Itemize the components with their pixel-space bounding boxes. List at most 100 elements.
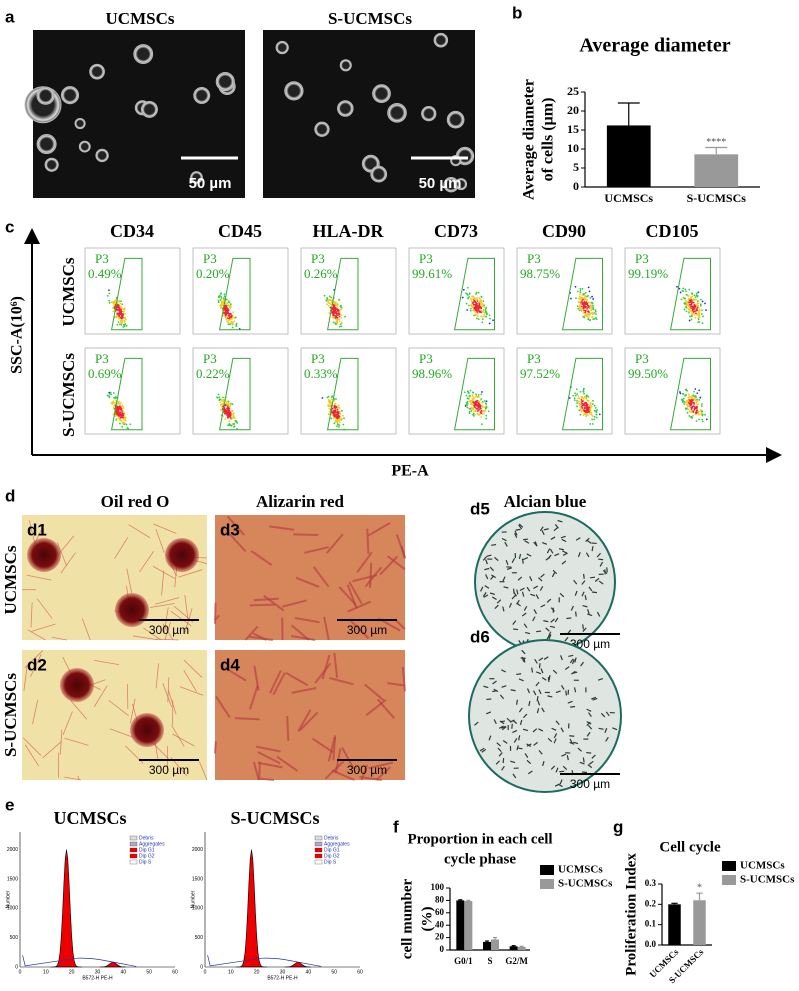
texture: [30, 654, 42, 677]
event-dot: [581, 396, 584, 399]
event-dot: [327, 305, 330, 307]
event-dot: [590, 301, 593, 304]
event-dot: [682, 401, 684, 404]
texture: [474, 721, 479, 726]
event-dot: [701, 413, 704, 416]
event-dot: [589, 301, 591, 304]
texture: [332, 735, 337, 761]
bar: [694, 154, 739, 187]
texture: [481, 748, 487, 753]
event-dot: [222, 300, 225, 303]
event-dot: [332, 306, 335, 309]
event-dot: [335, 418, 338, 421]
event-dot: [226, 320, 228, 323]
texture: [498, 725, 504, 729]
y-tick-label: 1500: [192, 876, 203, 882]
column-header: CD73: [434, 221, 478, 241]
column-header: CD45: [218, 221, 262, 241]
event-dot: [584, 291, 587, 294]
event-dot: [121, 319, 124, 322]
texture: [51, 636, 68, 641]
texture: [532, 616, 536, 622]
event-dot: [577, 397, 579, 400]
event-dot: [581, 404, 584, 407]
texture: [491, 596, 497, 601]
event-dot: [589, 402, 592, 405]
event-dot: [578, 403, 581, 406]
event-dot: [335, 318, 338, 321]
event-dot: [686, 307, 689, 310]
event-dot: [337, 411, 340, 413]
bar: [606, 125, 651, 187]
texture: [329, 676, 354, 686]
event-dot: [336, 413, 339, 416]
scale-bar-label: 300 µm: [347, 623, 387, 637]
texture: [253, 597, 279, 602]
texture: [552, 569, 558, 575]
event-dot: [220, 399, 223, 402]
event-dot: [462, 288, 465, 291]
image-title: UCMSCs: [106, 9, 175, 28]
event-dot: [469, 297, 472, 300]
event-dot: [234, 316, 237, 319]
event-dot: [336, 303, 339, 306]
event-dot: [488, 322, 491, 325]
histogram-title: S-UCMSCs: [230, 808, 319, 828]
event-dot: [470, 307, 472, 310]
texture: [545, 556, 551, 561]
texture: [260, 777, 275, 781]
texture: [214, 741, 217, 754]
texture: [550, 765, 556, 770]
event-dot: [586, 308, 588, 310]
flow-plot: [300, 347, 397, 435]
texture: [155, 529, 165, 553]
event-dot: [478, 304, 480, 307]
texture: [548, 634, 552, 640]
event-dot: [474, 409, 477, 412]
event-dot: [684, 388, 687, 391]
event-dot: [224, 418, 227, 421]
event-dot: [688, 395, 691, 397]
x-tick-label: 20: [69, 969, 75, 975]
texture: [588, 760, 594, 765]
event-dot: [227, 317, 229, 320]
texture: [568, 654, 574, 658]
column-header: CD34: [110, 221, 154, 241]
event-dot: [596, 409, 599, 411]
event-dot: [480, 393, 483, 396]
event-dot: [226, 402, 228, 405]
event-dot: [334, 317, 337, 319]
event-dot: [337, 420, 340, 422]
texture: [591, 696, 597, 700]
event-dot: [682, 399, 685, 402]
event-dot: [688, 288, 691, 291]
event-dot: [106, 394, 109, 397]
texture: [596, 611, 601, 617]
event-dot: [120, 309, 122, 311]
texture: [128, 524, 151, 539]
legend-label: Aggregates: [324, 841, 350, 847]
event-dot: [321, 397, 324, 399]
texture: [502, 606, 505, 612]
x-tick-label: 40: [121, 969, 127, 975]
event-dot: [695, 402, 698, 404]
event-dot: [587, 313, 590, 316]
row-label: S-UCMSCs: [1, 673, 20, 757]
event-dot: [474, 293, 477, 295]
event-dot: [235, 421, 237, 423]
event-dot: [694, 395, 697, 397]
event-dot: [338, 313, 341, 316]
event-dot: [693, 294, 696, 297]
gate: [669, 257, 711, 331]
event-dot: [224, 302, 227, 305]
event-dot: [692, 414, 694, 417]
event-dot: [698, 316, 701, 319]
texture: [533, 541, 538, 547]
event-dot: [224, 307, 227, 309]
event-dot: [687, 393, 690, 396]
event-dot: [332, 314, 334, 316]
event-dot: [575, 388, 578, 391]
event-dot: [471, 295, 473, 298]
event-dot: [469, 389, 472, 392]
